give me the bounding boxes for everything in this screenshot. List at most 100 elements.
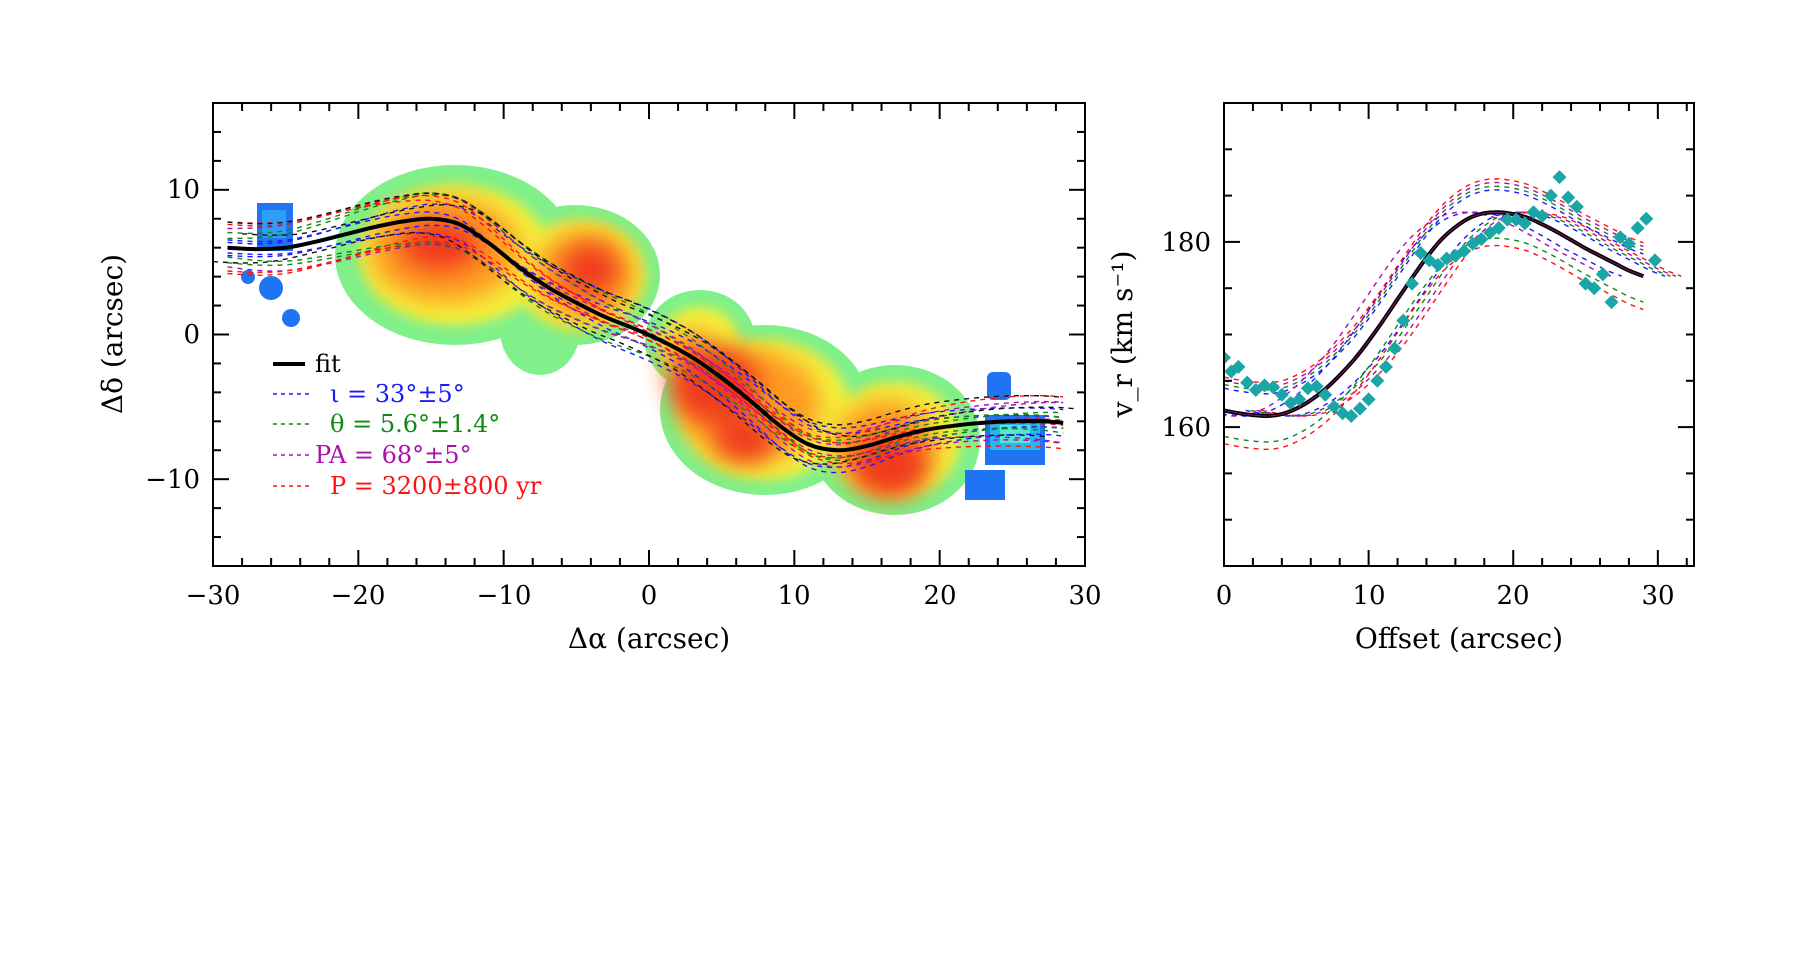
data-point <box>1457 244 1472 259</box>
data-point <box>1561 190 1576 205</box>
model-curves <box>1224 178 1682 451</box>
x-tick-label: 10 <box>777 581 810 611</box>
position-panel: −30 −20 −10 0 10 20 30 10 0 −10 Δα (arcs… <box>96 102 1102 655</box>
x-tick-label: 0 <box>641 581 658 611</box>
model-curve <box>227 192 1064 446</box>
model-curve <box>1250 211 1671 417</box>
data-point <box>1405 276 1419 291</box>
data-point <box>1274 387 1289 402</box>
model-curve <box>1245 211 1666 417</box>
data-point <box>1569 199 1584 214</box>
data-point <box>1604 295 1619 310</box>
model-curve <box>227 236 1064 465</box>
model-curve <box>1224 189 1644 395</box>
model-curve <box>1224 237 1644 443</box>
plot-frame <box>1223 102 1695 567</box>
legend: fit ι = 33°±5° θ = 5.6°±1.4° PA = 68°±5°… <box>273 350 542 500</box>
x-tick-label: 30 <box>1068 581 1101 611</box>
data-point <box>1240 375 1255 390</box>
fit-curve-core <box>1224 211 1644 417</box>
model-curve <box>213 231 1049 465</box>
y-tick-label: 180 <box>1161 228 1211 258</box>
data-point <box>1326 399 1341 414</box>
data-point <box>1266 380 1281 395</box>
data-point <box>1630 221 1645 236</box>
x-tick-label: 10 <box>1352 581 1385 611</box>
legend-label-theta: θ = 5.6°±1.4° <box>330 410 500 438</box>
model-curve <box>1224 181 1644 388</box>
data-point <box>1352 401 1367 416</box>
data-point <box>1491 221 1506 236</box>
x-axis-label: Δα (arcsec) <box>568 622 730 655</box>
data-point <box>1292 392 1307 407</box>
data-point <box>1587 281 1602 296</box>
y-tick-labels: 160 180 <box>1161 228 1211 443</box>
data-point <box>1224 350 1231 365</box>
data-point <box>1431 258 1446 273</box>
model-curve <box>242 204 1078 438</box>
data-point <box>1474 232 1489 247</box>
data-point <box>1517 216 1532 231</box>
data-point <box>1396 313 1411 328</box>
x-tick-label: −30 <box>186 581 241 611</box>
data-point <box>1378 359 1393 374</box>
data-point <box>1552 170 1567 185</box>
x-tick-label: 20 <box>1496 581 1529 611</box>
data-point <box>1500 212 1515 227</box>
data-point <box>1231 359 1246 374</box>
x-tick-label: −10 <box>477 581 532 611</box>
model-curve <box>227 192 1064 426</box>
model-curve <box>1224 211 1612 417</box>
y-tick-label: 0 <box>183 320 200 350</box>
y-tick-label: −10 <box>145 465 200 495</box>
model-curve <box>1224 244 1644 451</box>
data-point <box>1543 188 1558 203</box>
data-point <box>1370 373 1385 388</box>
data-points <box>1224 170 1662 423</box>
y-tick-labels: 10 0 −10 <box>145 175 200 495</box>
data-point <box>1413 246 1428 261</box>
x-tick-label: 30 <box>1641 581 1674 611</box>
velocity-panel: 0 10 20 30 160 180 Offset (arcsec) v_r (… <box>1106 102 1695 655</box>
model-curve <box>1224 185 1644 391</box>
model-curves <box>213 192 1078 474</box>
y-tick-label: 160 <box>1161 413 1211 443</box>
x-tick-labels: −30 −20 −10 0 10 20 30 <box>186 581 1102 611</box>
model-curve <box>1224 211 1622 417</box>
axis-ticks <box>1223 102 1694 567</box>
emission-blue <box>241 203 1045 500</box>
fit-curve <box>227 216 1064 453</box>
model-curve <box>1256 211 1677 417</box>
fit-curve <box>1224 210 1645 419</box>
data-point <box>1318 387 1333 402</box>
x-axis-label: Offset (arcsec) <box>1355 622 1563 655</box>
x-tick-label: −20 <box>331 581 386 611</box>
y-axis-label: Δδ (arcsec) <box>96 254 129 414</box>
model-curve <box>227 243 1064 457</box>
x-tick-labels: 0 10 20 30 <box>1216 581 1675 611</box>
legend-label-pa: PA = 68°±5° <box>315 441 472 469</box>
data-point <box>1621 236 1636 251</box>
data-point <box>1535 208 1550 223</box>
data-point <box>1387 341 1402 356</box>
legend-label-period: P = 3200±800 yr <box>330 472 542 500</box>
model-curve <box>227 203 1064 435</box>
data-point <box>1613 230 1628 245</box>
y-axis-label: v_r (km s⁻¹) <box>1106 251 1139 419</box>
y-tick-label: 10 <box>167 175 200 205</box>
x-tick-label: 0 <box>1216 581 1233 611</box>
legend-label-inclination: ι = 33°±5° <box>330 380 465 408</box>
data-point <box>1647 253 1662 268</box>
x-tick-label: 20 <box>923 581 956 611</box>
data-point <box>1639 211 1654 226</box>
model-curve <box>227 243 1064 441</box>
data-point <box>1344 408 1359 423</box>
data-point <box>1361 392 1376 407</box>
model-curve <box>227 194 1064 444</box>
model-curve <box>227 199 1064 439</box>
legend-label-fit: fit <box>315 350 341 378</box>
data-point <box>1309 379 1324 394</box>
data-point <box>1595 267 1610 282</box>
axis-ticks <box>212 102 1086 567</box>
